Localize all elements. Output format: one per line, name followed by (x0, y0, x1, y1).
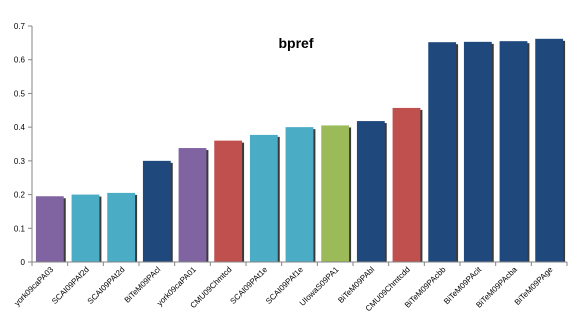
y-axis: 0 0.1 0.2 0.3 0.4 0.5 0.6 0.7 (14, 22, 33, 267)
bar (392, 107, 421, 262)
bar (356, 121, 385, 263)
bar (35, 196, 64, 262)
x-tick-label: SCAI09PAt2d (86, 265, 127, 306)
bar (142, 160, 171, 262)
bar (71, 194, 100, 262)
x-axis: york09caPA03SCAI09PAf2dSCAI09PAt2dBiTeM0… (13, 261, 568, 313)
bar (428, 42, 457, 262)
bar (107, 192, 136, 262)
bar (321, 125, 350, 262)
chart-title: bpref (279, 35, 314, 51)
bar (535, 38, 564, 262)
y-tick-label: 0.3 (14, 157, 26, 166)
bar (499, 41, 528, 262)
y-tick-label: 0 (21, 258, 26, 267)
bar (249, 134, 278, 262)
y-tick-label: 0.5 (14, 89, 26, 98)
x-tick-label: BiTeM09PAge (513, 265, 555, 307)
x-tick-label: BiTeM09PAcl (123, 265, 163, 305)
bar (214, 140, 243, 262)
bar (285, 127, 314, 263)
y-tick-label: 0.2 (14, 191, 26, 200)
bar (178, 148, 207, 262)
bars (35, 38, 566, 263)
y-tick-label: 0.4 (14, 123, 26, 132)
x-tick-label: york09caPA03 (13, 265, 56, 308)
y-tick-label: 0.1 (14, 224, 26, 233)
y-tick-label: 0.6 (14, 56, 26, 65)
bar (463, 41, 492, 262)
y-tick-label: 0.7 (14, 22, 26, 31)
